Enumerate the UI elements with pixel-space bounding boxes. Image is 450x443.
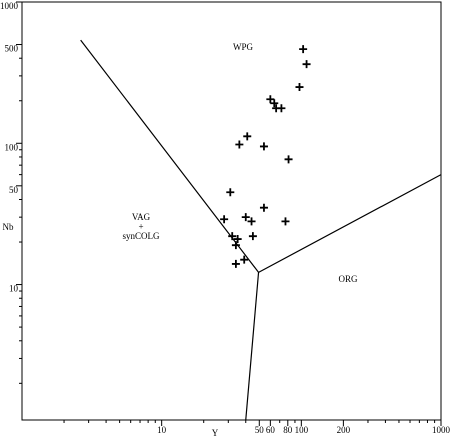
point — [281, 217, 290, 226]
y-tick-label: 50 — [9, 185, 19, 195]
region-label: ORG — [338, 274, 358, 284]
point — [228, 232, 237, 241]
y-tick-label: 500 — [5, 44, 19, 54]
plot-frame — [21, 1, 442, 421]
point — [243, 132, 252, 141]
region-label: + — [138, 222, 143, 232]
point — [284, 155, 293, 164]
point — [231, 259, 240, 268]
point — [226, 188, 235, 197]
point — [235, 140, 244, 149]
point — [248, 232, 257, 241]
x-axis-label: Y — [212, 428, 219, 438]
point — [241, 213, 250, 222]
point — [266, 95, 275, 104]
x-tick-label: 1000 — [432, 425, 450, 435]
point — [240, 255, 249, 264]
x-tick-label: 80 — [283, 425, 293, 435]
point — [220, 215, 229, 224]
x-tick-label: 60 — [266, 425, 276, 435]
region-label: VAG — [132, 212, 151, 222]
boundary-line — [80, 39, 442, 274]
point — [295, 83, 304, 92]
x-tick-label: 200 — [337, 425, 351, 435]
y-tick-label: 100 — [5, 142, 19, 152]
region-label: synCOLG — [122, 231, 160, 241]
point — [299, 45, 308, 54]
point — [302, 60, 311, 69]
y-tick-label: 1000 — [0, 1, 19, 11]
point — [277, 104, 286, 113]
x-tick-label: 50 — [255, 425, 265, 435]
region-label: WPG — [233, 42, 254, 52]
point — [233, 235, 242, 244]
y-axis-label: Nb — [3, 222, 14, 232]
point — [247, 217, 256, 226]
point — [270, 99, 279, 108]
y-tick-label: 10 — [9, 284, 19, 294]
point — [259, 142, 268, 151]
boundary-line — [245, 272, 260, 421]
x-tick-label: 100 — [295, 425, 309, 435]
point — [259, 203, 268, 212]
point — [231, 241, 240, 250]
x-tick-label: 10 — [157, 425, 167, 435]
